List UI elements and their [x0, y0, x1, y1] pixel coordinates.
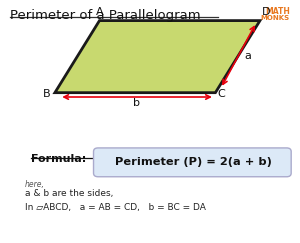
Text: b: b [133, 98, 140, 108]
Text: A: A [96, 7, 103, 17]
Text: MATH: MATH [265, 7, 290, 16]
FancyBboxPatch shape [94, 148, 291, 177]
Text: B: B [43, 89, 50, 99]
Polygon shape [55, 21, 260, 93]
Text: MONKS: MONKS [261, 15, 290, 21]
Text: In ▱ABCD,   a = AB = CD,   b = BC = DA: In ▱ABCD, a = AB = CD, b = BC = DA [25, 203, 206, 212]
Text: Perimeter (P) = 2(a + b): Perimeter (P) = 2(a + b) [115, 157, 272, 167]
Text: a & b are the sides,: a & b are the sides, [25, 189, 113, 198]
Text: a: a [244, 51, 251, 61]
Text: D: D [262, 7, 271, 17]
Text: C: C [218, 89, 226, 99]
Text: here,: here, [25, 180, 45, 189]
Text: Formula:: Formula: [31, 154, 86, 164]
Text: Perimeter of a Parallelogram: Perimeter of a Parallelogram [10, 9, 201, 22]
